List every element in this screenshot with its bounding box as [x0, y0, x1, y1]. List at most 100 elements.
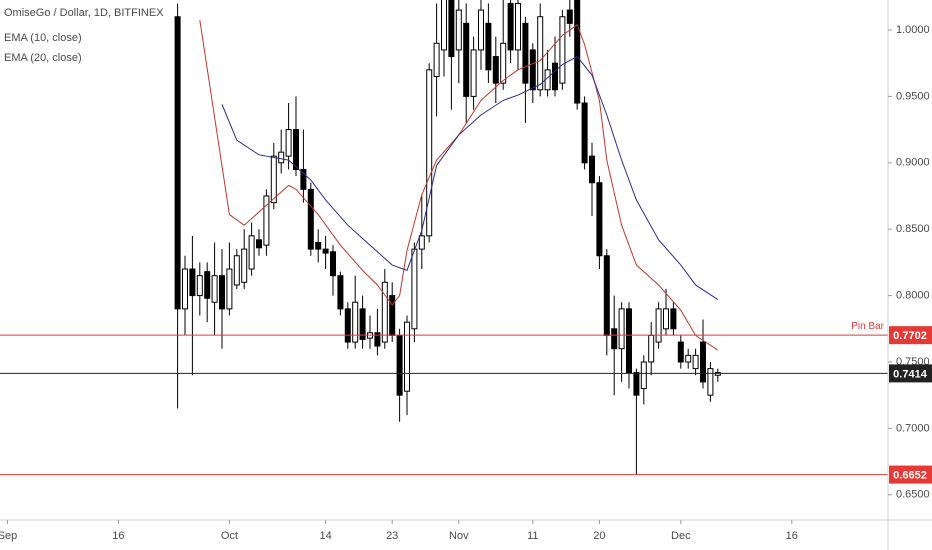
- legend-entry: EMA (20, close): [4, 52, 82, 64]
- price-tag-label: 0.7414: [893, 368, 928, 380]
- chart-title: OmiseGo / Dollar, 1D, BITFINEX: [4, 7, 164, 19]
- candle-body: [433, 42, 440, 77]
- candle-body: [596, 182, 603, 257]
- candle-body: [574, 0, 581, 104]
- y-tick-label: 0.9000: [896, 157, 930, 169]
- candle-body: [685, 354, 692, 363]
- candle-body: [500, 42, 507, 84]
- candle-body: [552, 62, 558, 91]
- y-tick-label: 1.0000: [896, 24, 930, 36]
- x-tick-label: 11: [527, 530, 538, 542]
- candle-body: [485, 22, 492, 71]
- candle-body: [337, 275, 344, 310]
- candle-body: [640, 361, 647, 390]
- candle-body: [248, 235, 255, 270]
- candle-body: [581, 102, 588, 164]
- candle-body: [374, 332, 381, 347]
- candle-body: [293, 129, 299, 170]
- candle-body: [648, 334, 655, 363]
- candle-body: [529, 49, 536, 91]
- candle-body: [478, 9, 484, 51]
- candle-body: [219, 275, 225, 310]
- candle-body: [189, 268, 196, 297]
- plot-area: [0, 0, 888, 476]
- candle-body: [307, 188, 314, 250]
- candle-body: [263, 195, 270, 246]
- y-tick-label: 0.6500: [896, 489, 930, 501]
- candle-body: [626, 308, 632, 374]
- candle-body: [426, 69, 433, 237]
- x-tick-label: 16: [786, 530, 798, 542]
- candle-body: [670, 308, 677, 330]
- candle-body: [455, 9, 462, 51]
- candle-body: [677, 341, 684, 363]
- price-tag: [889, 326, 932, 345]
- candle-body: [389, 295, 396, 336]
- candle-body: [411, 248, 418, 330]
- candle-body: [470, 49, 477, 97]
- y-tick-label: 0.8000: [896, 289, 930, 301]
- candle-body: [404, 321, 410, 392]
- x-tick-label: 14: [319, 530, 331, 542]
- candle-body: [315, 241, 322, 250]
- price-tag-label: 0.6652: [893, 469, 927, 481]
- candle-body: [211, 275, 218, 303]
- candle-body: [611, 328, 618, 350]
- ema-line: [221, 55, 719, 300]
- y-tick-label: 0.7000: [896, 422, 930, 434]
- candle-body: [204, 271, 211, 299]
- x-tick-label: Sep: [0, 530, 17, 542]
- candle-body: [463, 22, 470, 97]
- candle-body: [233, 255, 240, 286]
- candle-body: [603, 255, 610, 336]
- candle-body: [655, 308, 662, 343]
- candle-body: [537, 16, 544, 91]
- x-tick-label: Dec: [671, 530, 691, 542]
- candle-body: [700, 341, 706, 383]
- candle-body: [663, 308, 669, 330]
- level-label: Pin Bar: [851, 321, 884, 332]
- candle-body: [692, 354, 699, 370]
- candle-body: [352, 301, 359, 343]
- x-tick-label: 23: [386, 530, 398, 542]
- candle-body: [589, 155, 595, 184]
- candle-body: [448, 0, 455, 58]
- candle-body: [714, 372, 721, 376]
- candle-body: [256, 239, 262, 249]
- legend-entry: EMA (10, close): [4, 32, 82, 44]
- price-tag-label: 0.7702: [893, 330, 927, 342]
- x-tick-label: 16: [112, 530, 124, 542]
- candle-body: [359, 308, 366, 340]
- candle-body: [522, 22, 529, 84]
- candle-body: [633, 372, 640, 396]
- candle-body: [278, 151, 285, 164]
- candle-body: [196, 275, 203, 297]
- axes: 0.65000.70000.75000.80000.85000.90000.95…: [0, 24, 932, 542]
- candle-body: [418, 235, 425, 250]
- candle-body: [515, 2, 521, 51]
- candle-body: [330, 251, 336, 277]
- candle-body: [241, 248, 248, 283]
- candle-body: [270, 155, 277, 204]
- x-tick-label: Oct: [221, 530, 238, 542]
- y-tick-label: 0.8500: [896, 223, 930, 235]
- candle-body: [285, 129, 292, 157]
- candle-body: [322, 248, 329, 254]
- candle-body: [492, 56, 499, 84]
- price-tag: [889, 364, 932, 383]
- candle-body: [174, 16, 181, 310]
- candle-body: [566, 9, 573, 24]
- y-tick-label: 0.9500: [896, 90, 930, 102]
- candle-body: [226, 268, 233, 310]
- candle-body: [707, 368, 714, 396]
- candle-body: [300, 168, 307, 190]
- x-tick-label: Nov: [449, 530, 469, 542]
- candle-body: [381, 281, 388, 343]
- candle-body: [441, 0, 447, 51]
- candle-body: [507, 2, 514, 51]
- candle-body: [396, 334, 403, 396]
- candle-body: [559, 16, 566, 84]
- candle-body: [618, 308, 625, 350]
- candle-body: [344, 308, 351, 343]
